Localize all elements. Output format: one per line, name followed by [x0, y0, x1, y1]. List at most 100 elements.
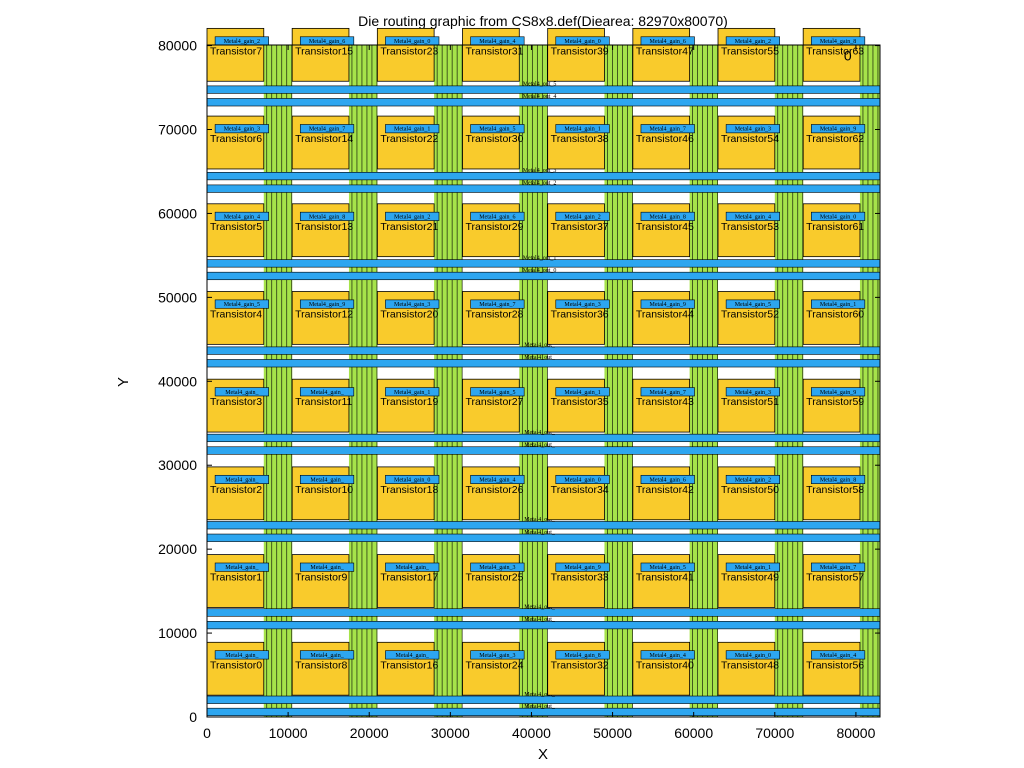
- transistor-label: Transistor9: [295, 572, 347, 584]
- gate-wire-label: Metal4_gain_2: [735, 477, 771, 483]
- gate-wire: [470, 387, 525, 397]
- y-tick-label: 50000: [158, 289, 197, 305]
- gate-wire: [725, 387, 780, 397]
- y-axis-label: Y: [115, 377, 132, 387]
- y-tick-label: 70000: [158, 122, 197, 138]
- gate-wire-label: Metal4_gain_3: [394, 302, 430, 308]
- x-axis-label: X: [538, 746, 548, 763]
- gate-wire-label: Metal4_gain_6: [650, 477, 686, 483]
- transistor-label: Transistor29: [466, 221, 524, 233]
- gate-wire-label: Metal4_gain_8: [309, 214, 345, 220]
- gate-wire: [299, 562, 355, 572]
- gate-wire: [555, 299, 610, 309]
- gate-wire-label: Metal4_gain_3: [479, 565, 515, 571]
- via-column-band: [604, 45, 633, 717]
- transistor-label: Transistor22: [380, 133, 438, 145]
- chart-title: Die routing graphic from CS8x8.def(Diear…: [358, 13, 728, 29]
- gate-wire-label: Metal4_gain_1: [394, 127, 430, 133]
- gate-wire: [470, 211, 525, 221]
- transistor-label: Transistor3: [210, 396, 262, 408]
- gate-wire-label: Metal4_gain_3: [564, 302, 600, 308]
- transistor-label: Transistor61: [806, 221, 864, 233]
- wire-label: Metal4_out_: [524, 617, 556, 623]
- transistor-label: Transistor39: [551, 45, 609, 57]
- transistor-label: Transistor26: [466, 484, 524, 496]
- gate-wire-label: Metal4_gain_4: [650, 653, 686, 659]
- gate-wire: [214, 387, 269, 397]
- transistor-label: Transistor6: [210, 133, 262, 145]
- gate-wire: [470, 650, 525, 660]
- gate-wire: [640, 211, 695, 221]
- gate-wire: [385, 124, 440, 134]
- via-column-band: [348, 45, 378, 717]
- wire-label: Metal4_out_0: [523, 268, 557, 274]
- transistor-label: Transistor5: [210, 221, 262, 233]
- transistor-label: Transistor2: [210, 484, 262, 496]
- gate-wire-label: Metal4_gain_: [225, 565, 259, 571]
- wire-label: Metal4_out_: [524, 430, 556, 436]
- gate-wire-label: Metal4_gain_7: [650, 390, 686, 396]
- wire-label: Metal4_out_3: [523, 168, 557, 174]
- gate-wire-label: Metal4_gain_2: [224, 39, 260, 45]
- gate-wire-label: Metal4_gain_: [225, 477, 259, 483]
- gate-wire: [640, 650, 695, 660]
- gate-wire-label: Metal4_gain_8: [820, 477, 856, 483]
- gate-wire: [555, 387, 610, 397]
- gate-wire: [810, 211, 866, 221]
- gate-wire: [725, 299, 780, 309]
- transistor-label: Transistor49: [721, 572, 779, 584]
- gate-wire: [214, 124, 269, 134]
- wire-label: Metal4_out_: [524, 692, 556, 698]
- transistor-label: Transistor54: [721, 133, 779, 145]
- gate-wire-label: Metal4_gain_2: [735, 39, 771, 45]
- transistor-label: Transistor32: [551, 659, 609, 671]
- transistor-label: Transistor46: [636, 133, 694, 145]
- transistor-label: Transistor35: [551, 396, 609, 408]
- transistor-label: Transistor40: [636, 659, 694, 671]
- transistor-label: Transistor27: [466, 396, 524, 408]
- gate-wire: [385, 387, 440, 397]
- gate-wire: [810, 299, 866, 309]
- gate-wire: [725, 474, 780, 484]
- transistor-label: Transistor11: [295, 396, 352, 408]
- gate-wire-label: Metal4_gain_3: [479, 653, 515, 659]
- gate-wire-label: Metal4_gain_4: [479, 39, 515, 45]
- transistor-label: Transistor13: [295, 221, 353, 233]
- gate-wire-label: Metal4_gain_4: [735, 214, 771, 220]
- gate-wire-label: Metal4_gain_6: [650, 39, 686, 45]
- transistor-label: Transistor0: [210, 659, 262, 671]
- transistor-label: Transistor41: [636, 572, 694, 584]
- gate-wire: [725, 562, 780, 572]
- transistor-label: Transistor37: [551, 221, 609, 233]
- y-tick-label: 20000: [158, 541, 197, 557]
- x-tick-label: 30000: [431, 725, 470, 741]
- transistor-label: Transistor43: [636, 396, 694, 408]
- gate-wire: [640, 562, 695, 572]
- gate-wire-label: Metal4_gain_9: [650, 302, 686, 308]
- gate-wire-label: Metal4_gain_2: [564, 214, 600, 220]
- y-tick-label: 60000: [158, 205, 197, 221]
- y-tick-label: 10000: [158, 625, 197, 641]
- gate-wire: [385, 211, 440, 221]
- transistor-label: Transistor56: [806, 659, 864, 671]
- transistor-label: Transistor51: [721, 396, 779, 408]
- transistor-label: Transistor60: [806, 309, 864, 321]
- gate-wire: [470, 124, 525, 134]
- gate-wire: [810, 474, 866, 484]
- gate-wire-label: Metal4_gain_3: [224, 127, 260, 133]
- x-tick-label: 60000: [674, 725, 713, 741]
- plot-area: Metal4_out_ Metal4_out_ Metal4_out_ Metal4_…: [206, 27, 881, 717]
- transistor-label: Transistor18: [380, 484, 438, 496]
- gate-wire: [470, 299, 525, 309]
- transistor-label: Transistor62: [806, 133, 864, 145]
- transistor-label: Transistor7: [210, 45, 262, 57]
- gate-wire: [214, 211, 269, 221]
- wire-label: Metal4_out_: [524, 605, 556, 611]
- gate-wire: [640, 299, 695, 309]
- x-tick-label: 0: [203, 725, 211, 741]
- transistor-label: Transistor31: [466, 45, 524, 57]
- transistor-label: Transistor42: [636, 484, 694, 496]
- gate-wire: [725, 124, 780, 134]
- transistor-label: Transistor10: [295, 484, 353, 496]
